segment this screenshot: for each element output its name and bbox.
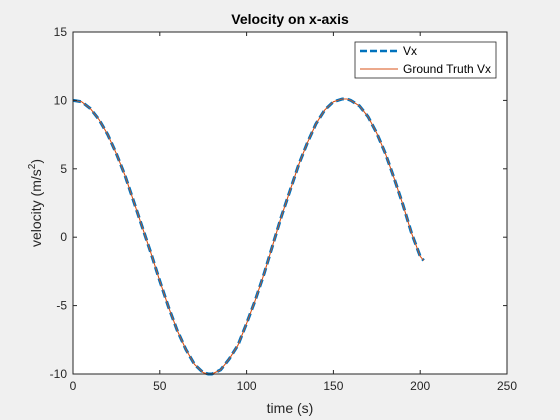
x-axis-label: time (s) [267,400,314,416]
ticks-layer [72,31,508,375]
y-tick-label: -5 [56,299,67,313]
legend-box [354,41,497,79]
chart-title: Velocity on x-axis [231,11,349,27]
y-axis-label: velocity (m/s2) [27,159,44,247]
plot-frame [72,31,508,375]
y-tick-label: -10 [50,367,68,381]
legend-label-ground-truth-vx: Ground Truth Vx [403,62,491,76]
y-axis-label-close: ) [28,159,44,164]
series-line-ground-truth-vx-overlay [72,98,424,375]
y-axis-label-exponent: 2 [27,163,38,169]
y-tick-label: 0 [60,230,67,244]
y-axis-label-main: velocity (m/s [28,169,44,247]
x-tick-label: 150 [323,379,343,393]
x-tick-label: 100 [237,379,257,393]
x-tick-label: 0 [70,379,77,393]
x-tick-label: 50 [153,379,167,393]
plot-area [73,32,507,374]
y-tick-label: 10 [54,93,68,107]
y-tick-label: 15 [54,25,68,39]
tick-labels-layer: 0 50 100 150 200 250 -10 -5 0 5 10 15 [50,25,518,393]
legend: Vx Ground Truth Vx [354,41,497,79]
series-layer [72,97,425,376]
legend-label-vx: Vx [403,44,417,58]
x-tick-label: 250 [497,379,517,393]
x-tick-label: 200 [410,379,430,393]
y-tick-label: 5 [60,162,67,176]
